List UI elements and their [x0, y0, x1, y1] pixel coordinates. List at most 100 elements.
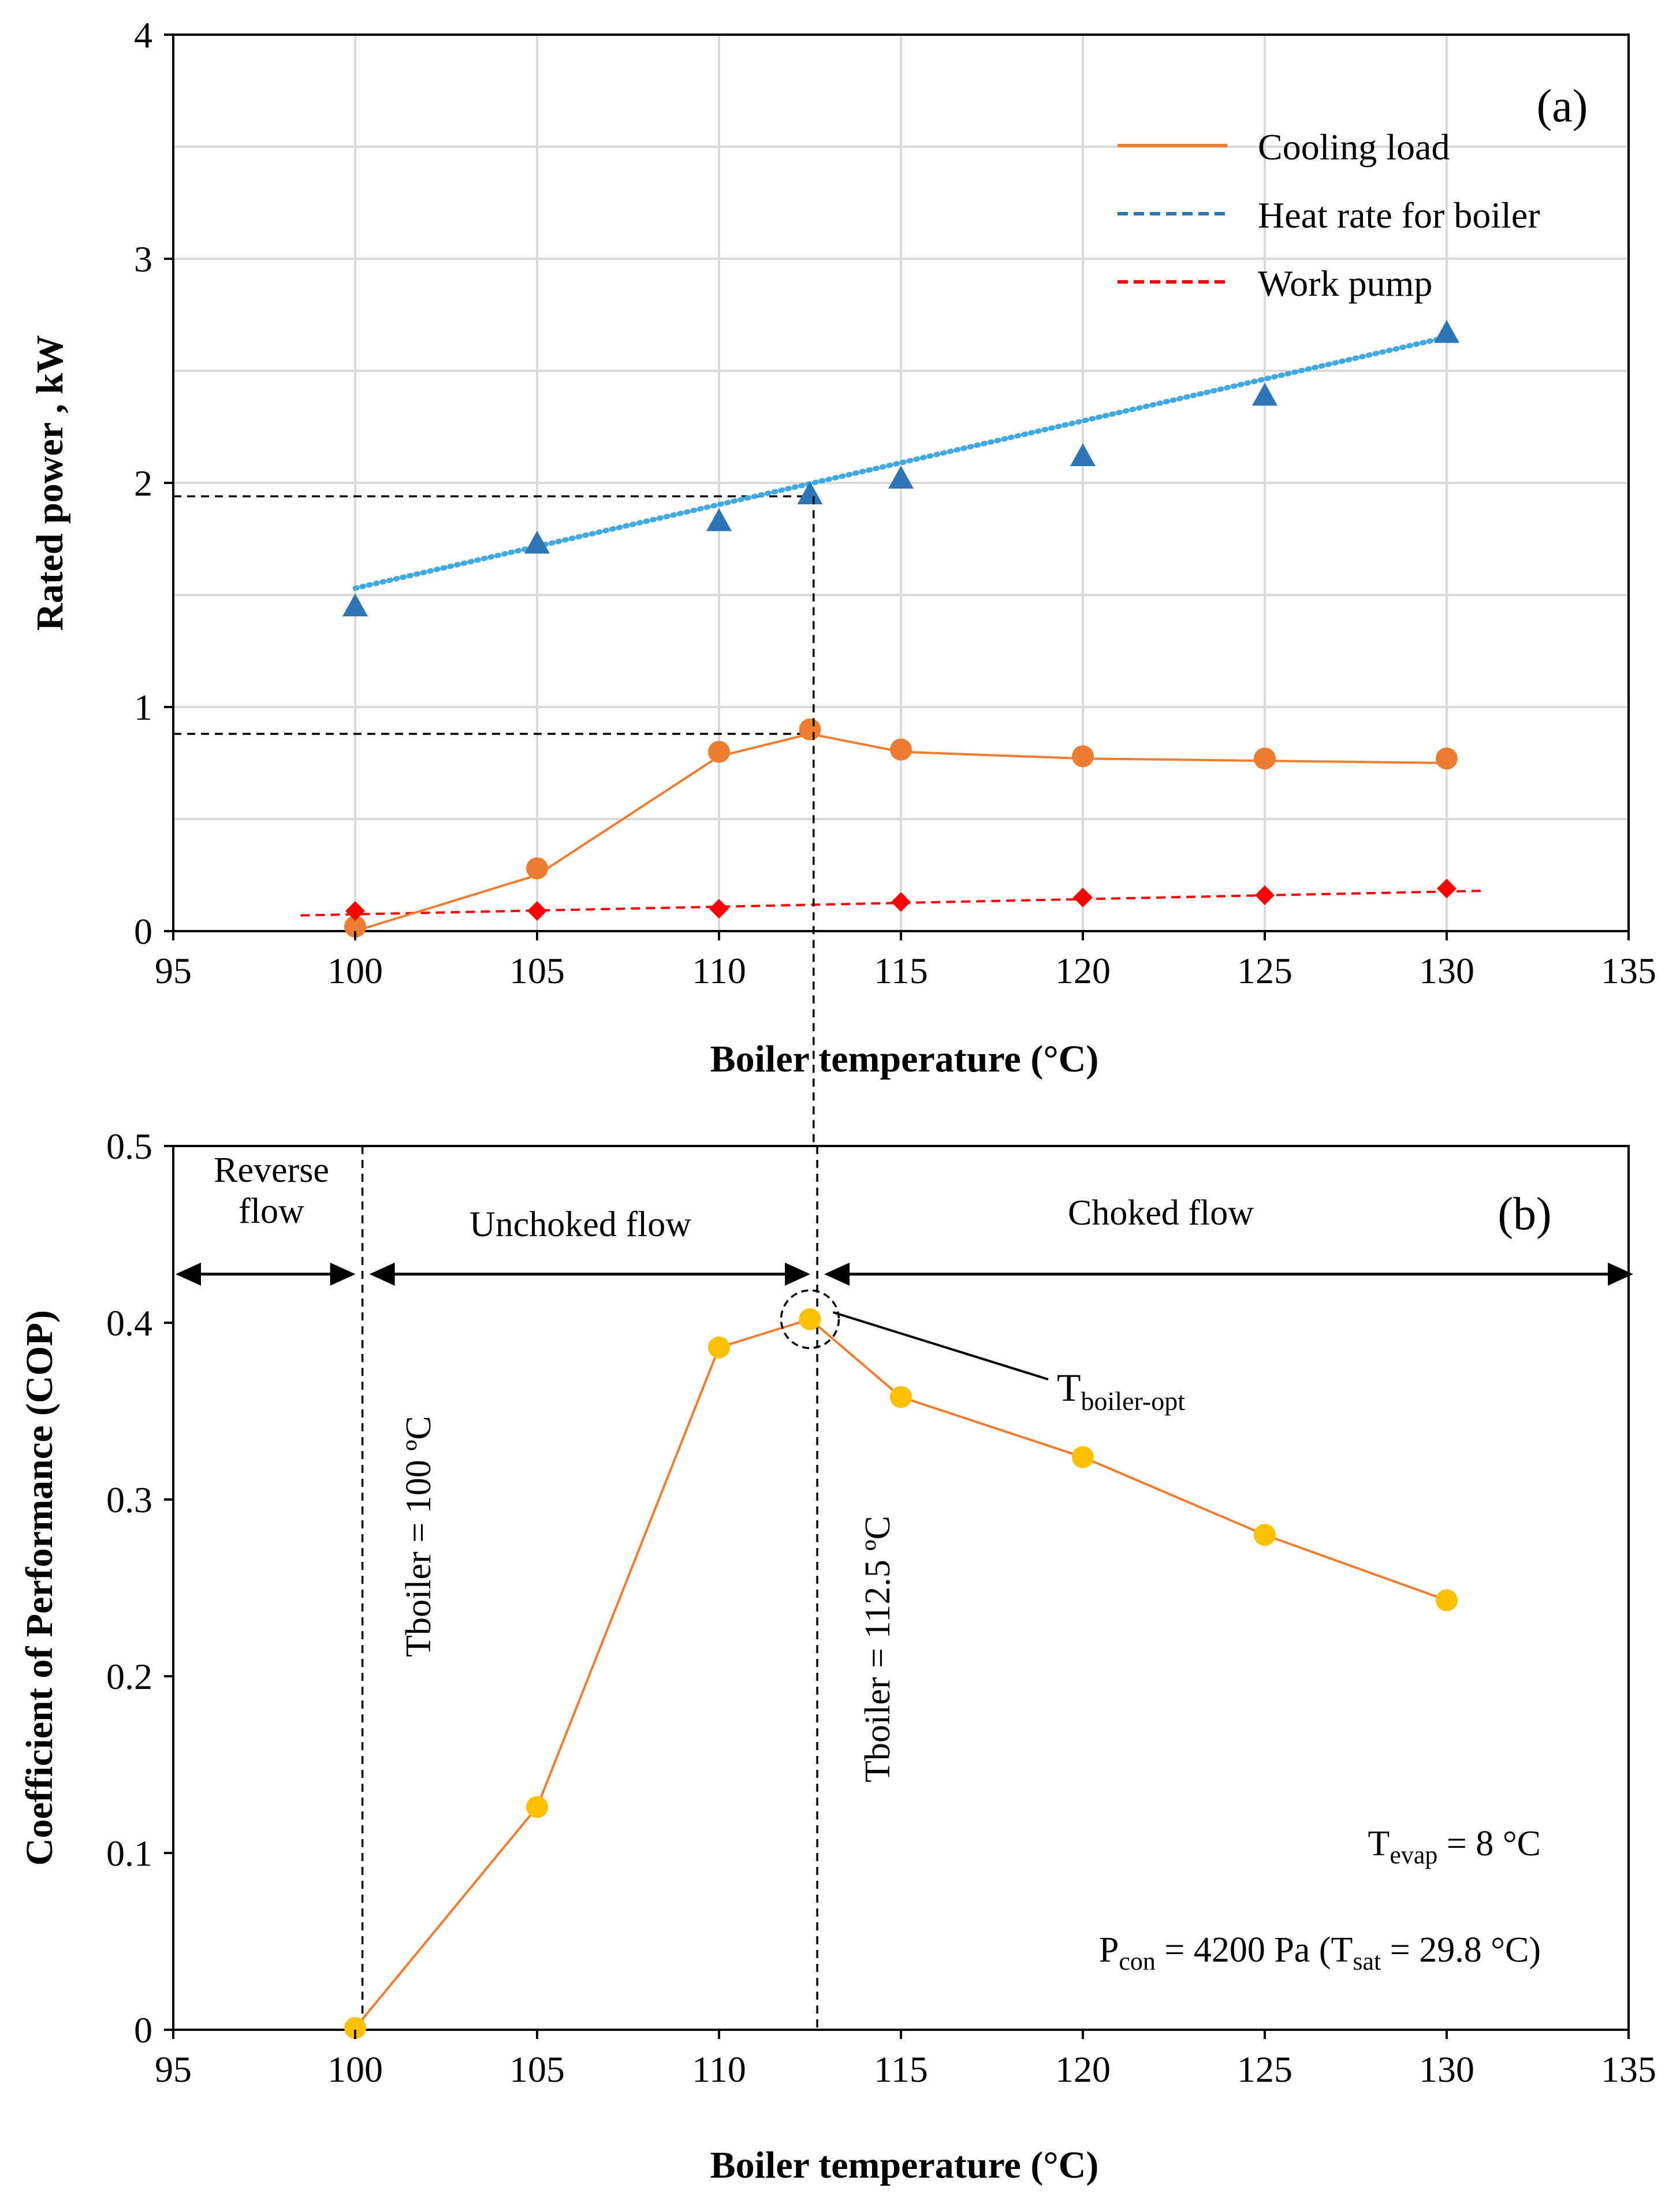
y-tick-label: 0 — [134, 2010, 152, 2051]
cop-point — [1254, 1524, 1276, 1546]
x-tick-label: 130 — [1419, 950, 1474, 991]
x-tick-label: 100 — [327, 2049, 383, 2090]
x-tick-label: 125 — [1237, 2049, 1292, 2090]
optimum-label-sub: boiler-opt — [1081, 1386, 1186, 1416]
cooling-load-point — [1254, 747, 1276, 770]
panel-b-y-axis-title: Coefficient of Performance (COP) — [18, 1310, 61, 1866]
legend-label-work-pump: Work pump — [1258, 263, 1432, 304]
x-tick-label: 135 — [1601, 2049, 1656, 2090]
con-main: P — [1099, 1930, 1119, 1970]
panel-a-label: (a) — [1537, 81, 1588, 132]
x-tick-label: 105 — [509, 2049, 565, 2090]
heat-rate-point — [342, 593, 368, 616]
panel-b-x-axis-title: Boiler temperature (°C) — [710, 2144, 1099, 2186]
con-value: = 4200 Pa (T — [1156, 1930, 1353, 1970]
cooling-load-point — [1072, 745, 1094, 768]
y-tick-label: 0.2 — [106, 1656, 152, 1697]
cooling-load-point — [799, 718, 821, 741]
x-tick-label: 95 — [155, 950, 192, 991]
y-tick-label: 0.5 — [106, 1126, 152, 1167]
y-tick-label: 2 — [134, 463, 152, 504]
x-tick-label: 125 — [1237, 950, 1292, 991]
evap-value: = 8 °C — [1437, 1824, 1541, 1863]
panel-b-region-lines — [361, 1146, 818, 2030]
cooling-load-point — [526, 857, 548, 880]
cop-line — [354, 1318, 1447, 2029]
cooling-load-point — [890, 738, 912, 761]
work-pump-point — [1255, 885, 1275, 905]
x-tick-label: 110 — [692, 2049, 746, 2090]
cop-point — [890, 1386, 912, 1408]
work-pump-point — [709, 899, 729, 919]
evap-main: T — [1368, 1824, 1390, 1863]
panel-a-x-axis-title: Boiler temperature (°C) — [710, 1038, 1099, 1080]
y-tick-label: 0 — [134, 911, 152, 952]
y-tick-label: 0.4 — [106, 1303, 152, 1344]
region-arrows — [176, 1262, 1633, 1286]
x-tick-label: 115 — [874, 2049, 928, 2090]
x-tick-label: 130 — [1419, 2049, 1474, 2090]
region-reverse-flow-bottom: flow — [239, 1192, 304, 1231]
vline-label-100: Tboiler = 100 ºC — [399, 1416, 438, 1657]
work-pump-point — [1437, 879, 1457, 899]
optimum-leader-line — [832, 1311, 1049, 1381]
panel-b-y-ticks: 0 0.1 0.2 0.3 0.4 0.5 — [106, 1126, 173, 2051]
y-tick-label: 3 — [134, 239, 152, 280]
optimum-label: Tboiler-opt — [1057, 1365, 1185, 1416]
cooling-load-point — [344, 916, 366, 938]
cop-point — [344, 2016, 366, 2039]
cooling-load-point — [1436, 747, 1458, 770]
sat-value: = 29.8 °C) — [1381, 1930, 1541, 1970]
heat-rate-point — [888, 466, 914, 489]
legend-label-heat-rate: Heat rate for boiler — [1258, 195, 1540, 236]
evap-sub: evap — [1390, 1841, 1437, 1869]
heat-rate-point — [706, 508, 732, 531]
condenser-condition: Pcon = 4200 Pa (Tsat = 29.8 °C) — [1099, 1930, 1541, 1975]
cooling-load-line — [355, 732, 1447, 932]
vline-label-112-5: Tboiler = 112.5 ºC — [858, 1516, 897, 1783]
cop-point — [1436, 1589, 1458, 1612]
arrow-reverse-flow-head-right — [330, 1262, 356, 1286]
arrow-choked-flow-head-left — [824, 1262, 850, 1286]
heat-rate-point — [797, 481, 823, 504]
panel-a-legend: Cooling load Heat rate for boiler Work p… — [1117, 126, 1540, 304]
panel-a-y-ticks: 0 1 2 3 4 — [134, 14, 173, 952]
optimum-label-main: T — [1057, 1365, 1081, 1409]
cop-point — [1072, 1446, 1094, 1468]
sat-sub: sat — [1353, 1947, 1381, 1975]
region-choked-flow: Choked flow — [1068, 1193, 1254, 1233]
x-tick-label: 115 — [874, 950, 928, 991]
panel-a-guide-lines — [173, 495, 814, 735]
panel-b-x-ticks: 95 100 105 110 115 120 125 130 135 — [155, 2030, 1656, 2090]
panel-a-y-axis-title: Rated power , kW — [29, 335, 71, 631]
arrow-reverse-flow-head-left — [176, 1262, 201, 1286]
panel-b: 95 100 105 110 115 120 125 130 135 0 0.1 0.2 0.3 0.4… — [18, 1126, 1656, 2186]
heat-rate-point — [1070, 443, 1096, 467]
work-pump-point — [527, 901, 547, 921]
heat-rate-point — [1434, 320, 1459, 343]
y-tick-label: 0.3 — [106, 1479, 152, 1520]
x-tick-label: 105 — [509, 950, 565, 991]
arrow-unchoked-flow-head-right — [785, 1262, 811, 1286]
panel-a: 95 100 105 110 115 120 125 130 135 0 1 2 3 4 Boiler … — [29, 14, 1656, 1080]
con-sub: con — [1119, 1947, 1156, 1975]
cooling-load-point — [708, 741, 730, 763]
work-pump-point — [1073, 887, 1093, 907]
heat-rate-point — [1252, 382, 1277, 406]
panel-b-series — [344, 1308, 1458, 2039]
x-tick-label: 135 — [1601, 950, 1656, 991]
legend-label-cooling-load: Cooling load — [1258, 126, 1450, 168]
panel-a-x-ticks: 95 100 105 110 115 120 125 130 135 — [155, 931, 1656, 991]
region-unchoked-flow: Unchoked flow — [470, 1205, 691, 1244]
x-tick-label: 110 — [692, 950, 746, 991]
panel-b-label: (b) — [1498, 1189, 1551, 1240]
y-tick-label: 4 — [134, 14, 152, 55]
evaporator-condition: Tevap = 8 °C — [1368, 1824, 1541, 1869]
optimum-highlight-circle — [780, 1289, 840, 1349]
arrow-choked-flow-head-right — [1608, 1262, 1633, 1286]
arrow-unchoked-flow-head-left — [369, 1262, 395, 1286]
y-tick-label: 1 — [134, 687, 152, 728]
x-tick-label: 120 — [1055, 2049, 1111, 2090]
